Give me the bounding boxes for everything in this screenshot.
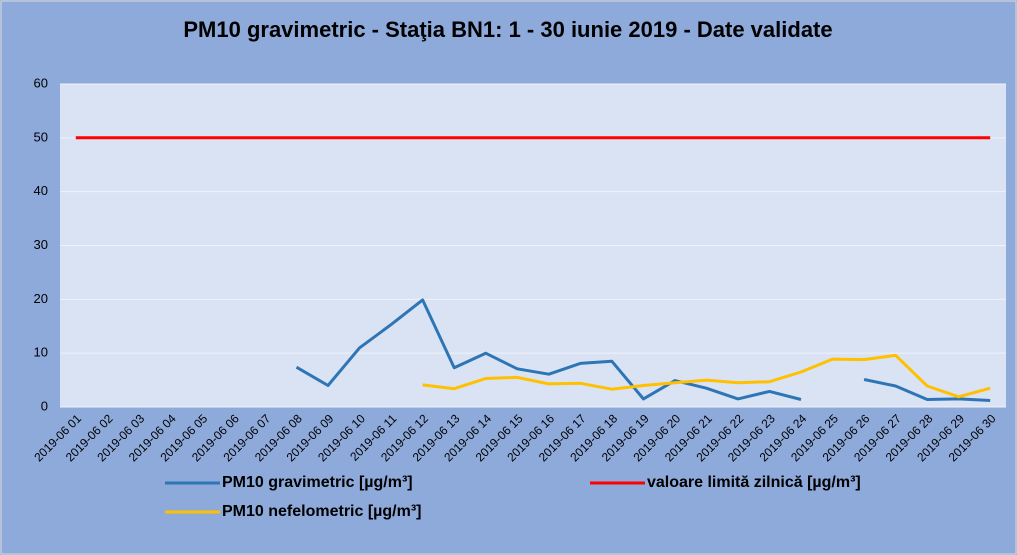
legend-label: valoare limită zilnică [µg/m³] bbox=[647, 474, 861, 491]
y-tick-label: 50 bbox=[34, 129, 48, 144]
y-tick-label: 0 bbox=[41, 398, 48, 413]
legend-label: PM10 nefelometric [µg/m³] bbox=[222, 503, 421, 520]
chart-title: PM10 gravimetric - Staţia BN1: 1 - 30 iu… bbox=[183, 17, 833, 42]
legend-label: PM10 gravimetric [µg/m³] bbox=[222, 474, 413, 491]
series-line bbox=[422, 353, 991, 399]
y-tick-label: 20 bbox=[34, 291, 48, 306]
y-tick-label: 30 bbox=[34, 237, 48, 252]
y-tick-label: 40 bbox=[34, 183, 48, 198]
y-tick-label: 10 bbox=[34, 345, 48, 360]
series-line bbox=[295, 298, 991, 402]
y-tick-label: 60 bbox=[34, 75, 48, 90]
